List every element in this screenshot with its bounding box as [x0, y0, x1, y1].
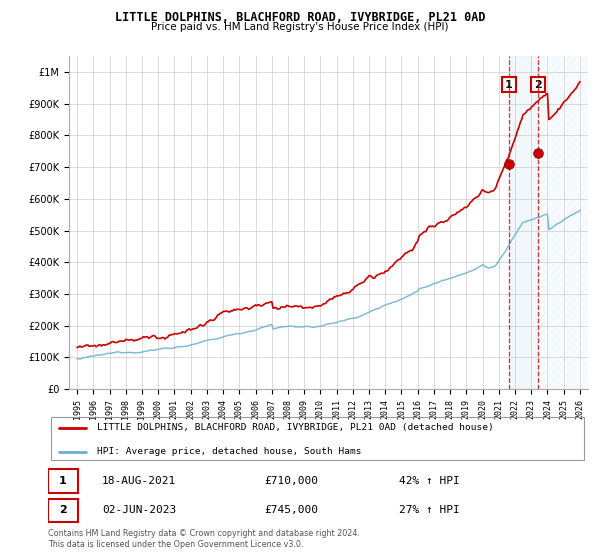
Text: 1: 1 [59, 476, 67, 486]
Text: LITTLE DOLPHINS, BLACHFORD ROAD, IVYBRIDGE, PL21 0AD: LITTLE DOLPHINS, BLACHFORD ROAD, IVYBRID… [115, 11, 485, 24]
Text: Price paid vs. HM Land Registry's House Price Index (HPI): Price paid vs. HM Land Registry's House … [151, 22, 449, 32]
Text: 1: 1 [505, 80, 513, 90]
Bar [48, 499, 78, 522]
Bar [48, 469, 78, 493]
Text: 2: 2 [59, 505, 67, 515]
Bar [509, 56, 538, 389]
Text: 42% ↑ HPI: 42% ↑ HPI [399, 476, 460, 486]
Text: Contains HM Land Registry data © Crown copyright and database right 2024.
This d: Contains HM Land Registry data © Crown c… [48, 529, 360, 549]
Text: LITTLE DOLPHINS, BLACHFORD ROAD, IVYBRIDGE, PL21 0AD (detached house): LITTLE DOLPHINS, BLACHFORD ROAD, IVYBRID… [97, 423, 493, 432]
Bar [538, 56, 588, 389]
Text: £710,000: £710,000 [264, 476, 318, 486]
Text: £745,000: £745,000 [264, 505, 318, 515]
Text: 27% ↑ HPI: 27% ↑ HPI [399, 505, 460, 515]
Text: 02-JUN-2023: 02-JUN-2023 [102, 505, 176, 515]
Text: HPI: Average price, detached house, South Hams: HPI: Average price, detached house, Sout… [97, 447, 361, 456]
Text: 2: 2 [534, 80, 542, 90]
Text: 18-AUG-2021: 18-AUG-2021 [102, 476, 176, 486]
